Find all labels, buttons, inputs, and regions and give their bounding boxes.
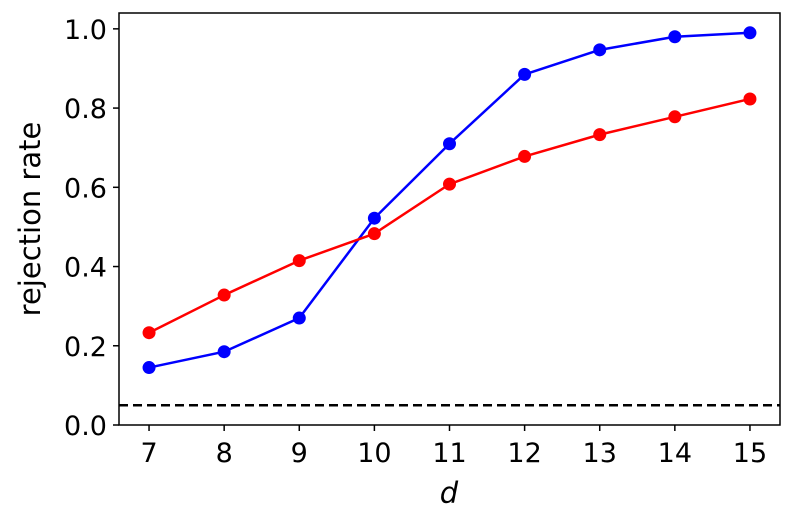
series-1-point-3 — [367, 227, 381, 241]
series-line-0 — [148, 31, 751, 369]
y-tick-label: 1.0 — [64, 15, 107, 46]
y-tick-label: 0.6 — [64, 173, 107, 204]
plot-layer — [119, 26, 780, 407]
plot-frame — [118, 12, 781, 426]
x-tick-label: 11 — [432, 438, 466, 469]
y-tick-label: 0.2 — [64, 332, 107, 363]
axes-layer — [118, 12, 781, 426]
series-1-point-2 — [292, 254, 306, 268]
series-0-point-1 — [217, 345, 231, 359]
y-tick-label: 0.4 — [64, 253, 107, 284]
series-0-point-2 — [292, 311, 306, 325]
y-tick-label: 0.0 — [64, 411, 107, 442]
x-tick-label: 12 — [507, 438, 541, 469]
y-axis-label: rejection rate — [13, 122, 47, 317]
series-0-point-8 — [743, 26, 757, 40]
x-tick-label: 8 — [216, 438, 233, 469]
x-tick-label: 13 — [583, 438, 617, 469]
series-1-point-4 — [443, 177, 456, 191]
y-tick-label: 0.8 — [64, 94, 107, 125]
series-0-point-3 — [367, 211, 381, 225]
series-line-1 — [148, 97, 751, 334]
x-tick-label: 7 — [140, 438, 157, 469]
series-0-point-6 — [593, 43, 607, 57]
series-0-point-4 — [443, 137, 456, 151]
series-1-point-7 — [668, 110, 682, 124]
series-1-point-0 — [142, 326, 156, 340]
x-axis-label: d — [440, 476, 459, 510]
x-tick-label: 14 — [658, 438, 692, 469]
x-tick-label: 10 — [357, 438, 391, 469]
series-0-point-7 — [668, 30, 682, 44]
x-tick-label: 9 — [291, 438, 308, 469]
series-1-point-6 — [593, 128, 607, 142]
series-0-point-5 — [518, 67, 532, 81]
x-tick-label: 15 — [733, 438, 767, 469]
series-1-point-8 — [743, 92, 757, 106]
ticks-layer: 7 8 9 10 11 12 13 14 15 0.0 0.2 0.4 0.6 0.8 1.0 — [64, 15, 767, 469]
series-1-point-5 — [518, 149, 532, 163]
series-0-point-0 — [142, 361, 156, 375]
series-1-point-1 — [217, 288, 231, 302]
